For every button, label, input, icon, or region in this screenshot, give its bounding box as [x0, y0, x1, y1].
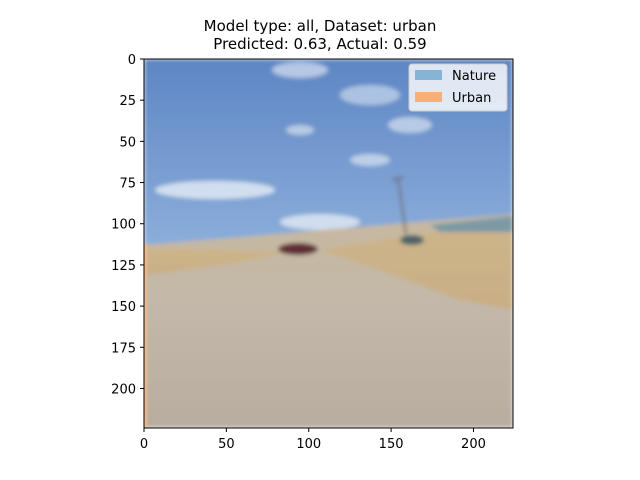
y-tick-label: 175	[111, 341, 136, 356]
y-tick-label: 125	[111, 259, 136, 274]
x-tick-label: 200	[461, 437, 486, 452]
plot-frame	[143, 58, 514, 429]
y-tick-label: 0	[128, 53, 136, 68]
y-tick-label: 200	[111, 382, 136, 397]
y-tick-label: 75	[119, 177, 136, 192]
legend-swatch-nature	[415, 70, 442, 80]
legend: Nature Urban	[408, 63, 508, 112]
photo-image	[144, 59, 513, 428]
y-tick-label: 100	[111, 218, 136, 233]
x-tick-label: 0	[140, 437, 148, 452]
y-axis: 0 25 50 75 100 125 150 175 200	[111, 53, 144, 397]
x-tick-label: 50	[218, 437, 235, 452]
legend-label-urban: Urban	[452, 91, 491, 106]
legend-label-nature: Nature	[452, 69, 496, 84]
urban-overlay-band	[144, 243, 148, 428]
x-tick-label: 100	[296, 437, 321, 452]
legend-swatch-urban	[415, 92, 442, 102]
x-axis: 0 50 100 150 200	[140, 428, 486, 452]
chart-title: Model type: all, Dataset: urban	[203, 17, 437, 35]
y-tick-label: 50	[119, 135, 136, 150]
y-tick-label: 25	[119, 94, 136, 109]
chart-subtitle: Predicted: 0.63, Actual: 0.59	[213, 35, 427, 53]
y-tick-label: 150	[111, 300, 136, 315]
x-tick-label: 150	[379, 437, 404, 452]
